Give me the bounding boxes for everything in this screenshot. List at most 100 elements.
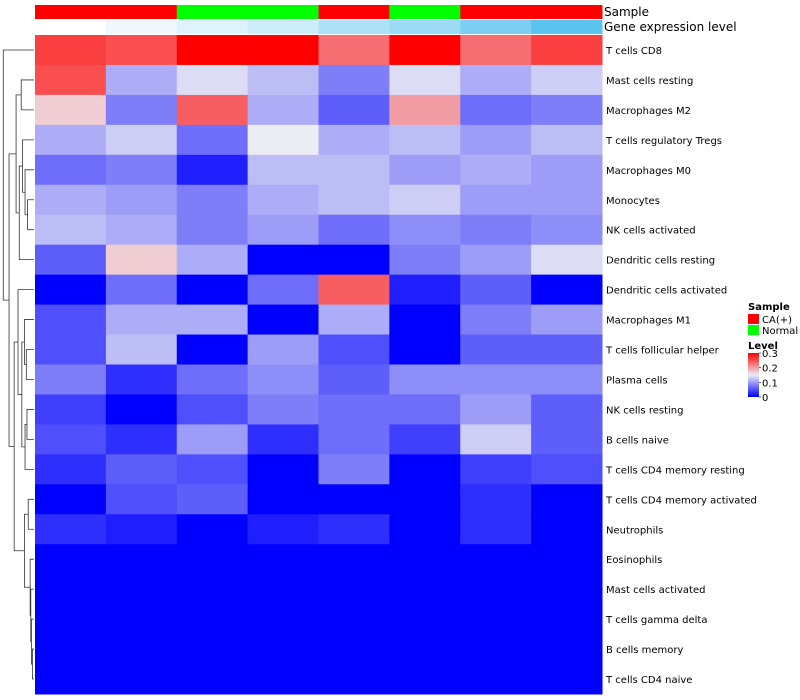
dendrogram-branch bbox=[20, 79, 34, 111]
heatmap-cell bbox=[35, 484, 107, 515]
heatmap-cell bbox=[389, 274, 461, 306]
sample-annotation-cell bbox=[460, 5, 532, 19]
sample-annotation-cell bbox=[531, 5, 603, 19]
heatmap-cell bbox=[531, 394, 603, 425]
heatmap-cell bbox=[35, 214, 107, 246]
heatmap-cell bbox=[318, 424, 390, 455]
heatmap-cell bbox=[531, 214, 603, 246]
heatmap-cell bbox=[35, 35, 107, 66]
heatmap-cell bbox=[389, 184, 461, 216]
row-label: T cells follicular helper bbox=[605, 346, 720, 357]
sample-legend-title: Sample bbox=[748, 302, 790, 313]
row-label: T cells CD8 bbox=[605, 46, 662, 57]
heatmap-cell bbox=[318, 35, 390, 66]
heatmap-cell bbox=[531, 454, 603, 485]
dendrogram-branch bbox=[13, 341, 25, 552]
dendrogram-branch bbox=[24, 169, 34, 216]
row-label: T cells CD4 memory resting bbox=[605, 465, 745, 476]
heatmap-cell bbox=[531, 154, 603, 186]
heatmap-cell bbox=[389, 124, 461, 156]
heatmap-cell bbox=[35, 544, 107, 575]
heatmap-cell bbox=[35, 664, 107, 695]
heatmap-cell bbox=[105, 214, 178, 246]
heatmap-cell bbox=[176, 184, 249, 216]
heatmap-cell bbox=[105, 514, 178, 545]
heatmap-cell bbox=[318, 334, 390, 365]
heatmap-cell bbox=[176, 424, 249, 455]
heatmap-cell bbox=[176, 244, 249, 276]
heatmap-cell bbox=[318, 244, 390, 276]
heatmap-cell bbox=[531, 514, 603, 545]
heatmap-cell bbox=[35, 514, 107, 545]
heatmap-cell bbox=[531, 124, 603, 156]
dendrogram-branch bbox=[15, 94, 22, 214]
sample-legend-label: Normal bbox=[762, 326, 798, 337]
heatmap-cell bbox=[460, 424, 532, 455]
level-legend-tick-label: 0.2 bbox=[762, 364, 778, 375]
heatmap-cell bbox=[176, 124, 249, 156]
heatmap-cell bbox=[35, 364, 107, 395]
sample-annotation-label: Sample bbox=[604, 5, 649, 19]
dendrogram-branch bbox=[27, 498, 34, 530]
heatmap-cell bbox=[247, 244, 319, 276]
heatmap-cell bbox=[389, 574, 461, 605]
level-legend-tick-label: 0 bbox=[762, 393, 768, 404]
heatmap-cell bbox=[35, 334, 107, 365]
dendrogram-branch bbox=[2, 49, 34, 301]
heatmap-cell bbox=[35, 64, 107, 96]
heatmap-cell bbox=[318, 634, 390, 665]
row-label: B cells memory bbox=[606, 645, 683, 656]
heatmap-cell bbox=[389, 514, 461, 545]
heatmap-cell bbox=[176, 394, 249, 425]
heatmap-cell bbox=[460, 35, 532, 66]
heatmap-cell bbox=[105, 634, 178, 665]
heatmap-cell bbox=[176, 574, 249, 605]
heatmap-cell bbox=[531, 424, 603, 455]
heatmap-cell bbox=[460, 574, 532, 605]
heatmap-cell bbox=[105, 184, 178, 216]
heatmap-cell bbox=[531, 35, 603, 66]
heatmap-cell bbox=[460, 364, 532, 395]
heatmap-cell bbox=[460, 604, 532, 635]
heatmap-cell bbox=[318, 214, 390, 246]
heatmap-cell bbox=[318, 484, 390, 515]
heatmap-cell bbox=[105, 304, 178, 336]
level-legend-colorbar bbox=[748, 353, 759, 397]
row-label: NK cells resting bbox=[606, 405, 683, 416]
row-label: Plasma cells bbox=[606, 375, 668, 386]
heatmap-cell bbox=[460, 94, 532, 126]
heatmap-cell bbox=[35, 304, 107, 336]
heatmap-cell bbox=[35, 634, 107, 665]
heatmap-cell bbox=[105, 574, 178, 605]
heatmap-cell bbox=[460, 514, 532, 545]
heatmap-cell bbox=[247, 334, 319, 365]
level-legend-title: Level bbox=[748, 341, 778, 352]
heatmap-cell bbox=[389, 154, 461, 186]
heatmap-cell bbox=[105, 484, 178, 515]
sample-annotation-cell bbox=[247, 5, 319, 19]
heatmap-cell bbox=[247, 424, 319, 455]
heatmap-cell bbox=[318, 394, 390, 425]
heatmap-cell bbox=[176, 454, 249, 485]
heatmap-cell bbox=[460, 304, 532, 336]
heatmap-cell bbox=[318, 544, 390, 575]
sample-legend-swatch bbox=[748, 325, 759, 335]
heatmap-cell bbox=[460, 634, 532, 665]
dendrogram-branch bbox=[24, 319, 34, 365]
heatmap-cell bbox=[389, 604, 461, 635]
heatmap-cell bbox=[247, 304, 319, 336]
heatmap-cell bbox=[318, 304, 390, 336]
heatmap-cell bbox=[105, 424, 178, 455]
heatmap-cell bbox=[531, 544, 603, 575]
heatmap-cell bbox=[105, 94, 178, 126]
heatmap-cell bbox=[318, 154, 390, 186]
heatmap-cell bbox=[105, 364, 178, 395]
row-label: Dendritic cells resting bbox=[606, 256, 715, 267]
heatmap-cell bbox=[531, 94, 603, 126]
heatmap-cell bbox=[531, 484, 603, 515]
heatmap-cell bbox=[318, 274, 390, 306]
heatmap-cell bbox=[247, 274, 319, 306]
heatmap-cell bbox=[460, 214, 532, 246]
row-label: T cells CD4 memory activated bbox=[605, 495, 757, 506]
